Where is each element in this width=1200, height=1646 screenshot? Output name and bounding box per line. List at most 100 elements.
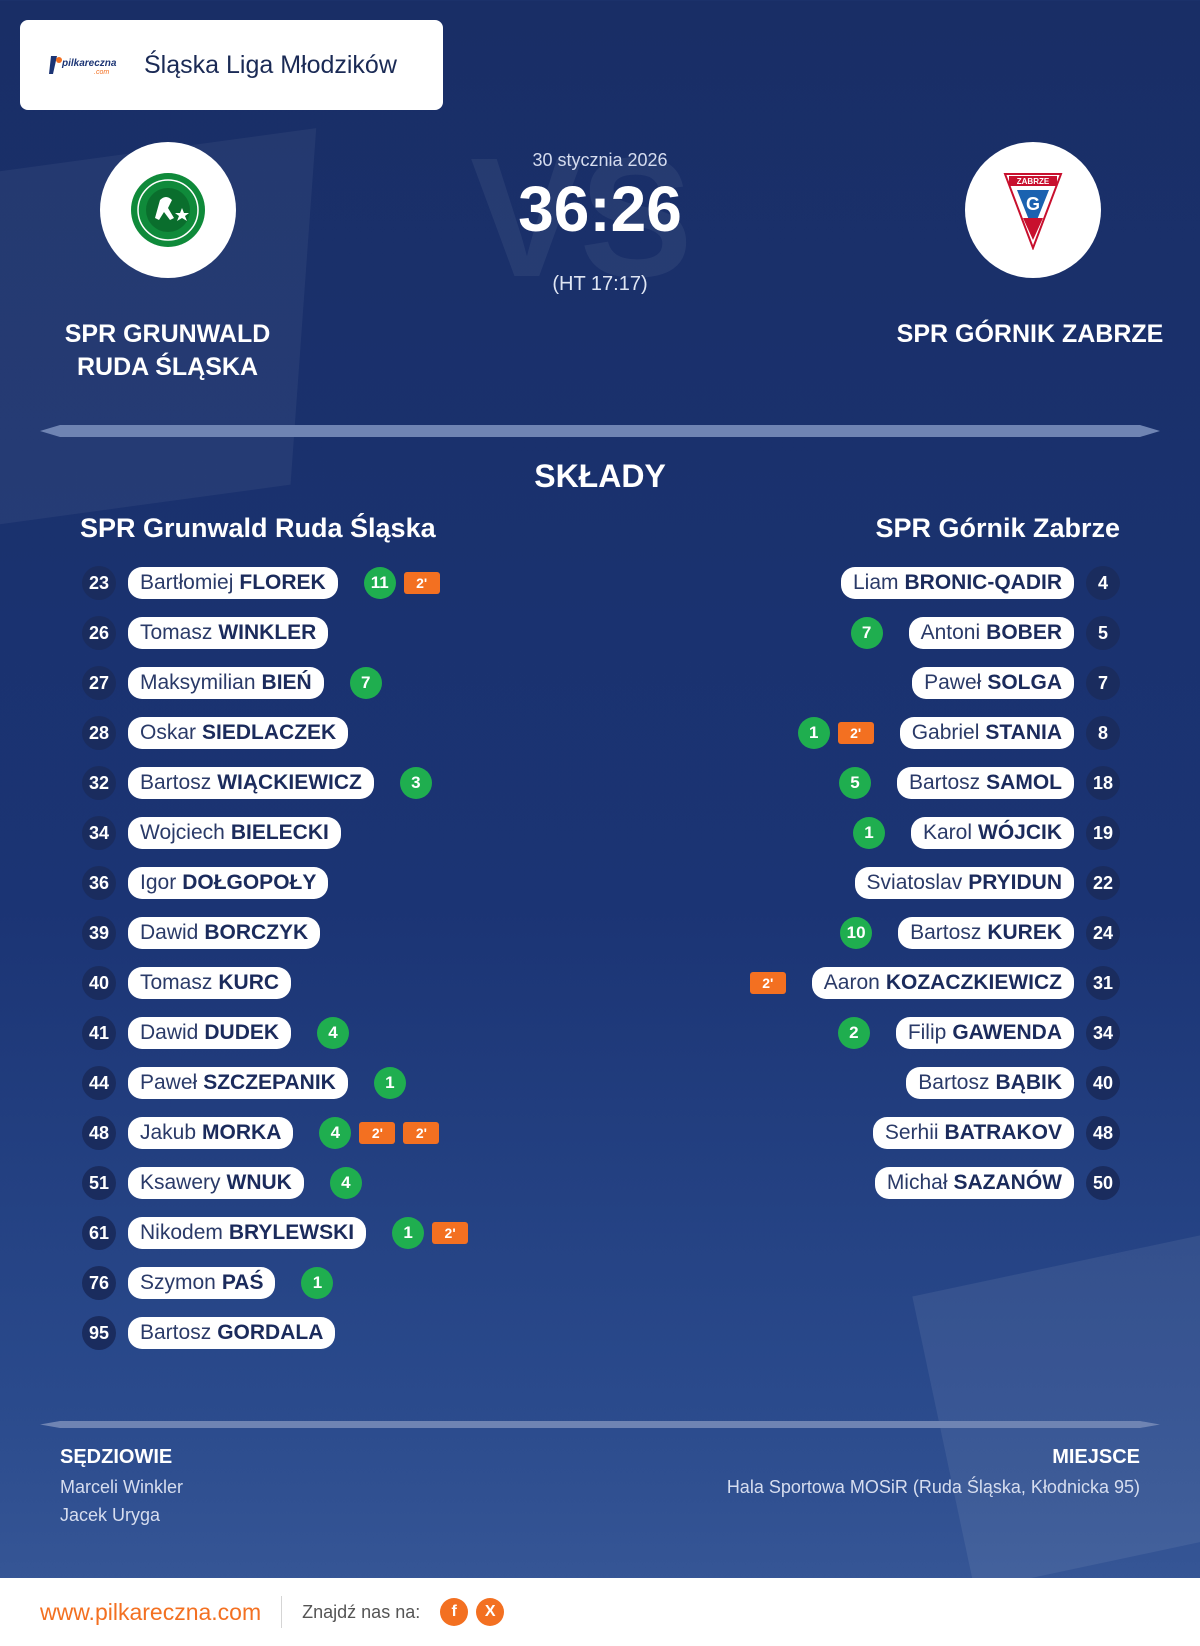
player-name[interactable]: Szymon PAŚ — [128, 1267, 276, 1299]
suspension-badge: 2' — [837, 722, 874, 744]
vs-watermark: VS — [470, 123, 693, 313]
player-name[interactable]: Ksawery WNUK — [128, 1167, 304, 1199]
player-name[interactable]: Tomasz KURC — [128, 967, 292, 999]
logo-swoosh-icon — [49, 56, 62, 74]
player-number: 48 — [1086, 1116, 1120, 1150]
goals-badge: 1 — [392, 1217, 425, 1249]
player-name[interactable]: Jakub MORKA — [128, 1117, 294, 1149]
player-first-name: Bartosz — [910, 921, 982, 944]
player-number: 44 — [82, 1066, 116, 1100]
player-number: 34 — [82, 816, 116, 850]
player-last-name: FLOREK — [239, 571, 326, 594]
player-last-name: BIEŃ — [261, 671, 312, 694]
player-name[interactable]: Bartosz WIĄCKIEWICZ — [128, 767, 374, 799]
player-name[interactable]: Dawid BORCZYK — [128, 917, 321, 949]
player-name[interactable]: Serhii BATRAKOV — [872, 1117, 1074, 1149]
x-icon[interactable]: X — [476, 1598, 505, 1626]
player-name[interactable]: Bartosz KUREK — [898, 917, 1074, 949]
referee-name: Jacek Uryga — [60, 1505, 161, 1525]
player-name[interactable]: Sviatoslav PRYIDUN — [854, 867, 1074, 899]
player-row: 10 Bartosz KUREK 24 — [746, 908, 1120, 958]
player-first-name: Dawid — [140, 921, 199, 944]
player-number: 26 — [82, 616, 116, 650]
player-number: 61 — [82, 1216, 116, 1250]
player-last-name: WÓJCIK — [978, 821, 1062, 844]
player-name[interactable]: Filip GAWENDA — [895, 1017, 1074, 1049]
away-player-list: Liam BRONIC-QADIR 4 7 Antoni BOBER 5 Paweł SOLGA… — [746, 558, 1120, 1208]
goals-badge: 4 — [317, 1017, 350, 1049]
player-first-name: Igor — [140, 871, 177, 894]
player-name[interactable]: Michał SAZANÓW — [874, 1167, 1074, 1199]
player-name[interactable]: Karol WÓJCIK — [910, 817, 1074, 849]
player-first-name: Bartosz — [918, 1071, 990, 1094]
player-stats: 5 — [835, 767, 875, 799]
player-row: 48 Jakub MORKA 4 2' 2' — [82, 1108, 472, 1158]
player-name[interactable]: Liam BRONIC-QADIR — [840, 567, 1074, 599]
player-first-name: Aaron — [823, 971, 880, 994]
player-number: 39 — [82, 916, 116, 950]
player-name[interactable]: Igor DOŁGOPOŁY — [128, 867, 329, 899]
facebook-icon[interactable]: f — [440, 1598, 469, 1626]
player-number: 95 — [82, 1316, 116, 1350]
player-last-name: SZCZEPANIK — [203, 1071, 336, 1094]
player-number: 28 — [82, 716, 116, 750]
player-number: 51 — [82, 1166, 116, 1200]
player-number: 76 — [82, 1266, 116, 1300]
section-divider — [40, 1421, 1160, 1428]
goals-badge: 1 — [852, 817, 885, 849]
match-score: 36:26 — [518, 173, 682, 245]
player-stats: 10 — [836, 917, 876, 949]
player-stats: 11 2' — [360, 567, 444, 599]
player-row: 2 Filip GAWENDA 34 — [746, 1008, 1120, 1058]
goals-badge: 2 — [837, 1017, 870, 1049]
player-name[interactable]: Wojciech BIELECKI — [128, 817, 341, 849]
player-name[interactable]: Paweł SOLGA — [912, 667, 1074, 699]
player-name[interactable]: Bartosz BĄBIK — [906, 1067, 1074, 1099]
player-name[interactable]: Aaron KOZACZKIEWICZ — [811, 967, 1074, 999]
player-name[interactable]: Bartosz GORDALA — [128, 1317, 336, 1349]
player-last-name: PAŚ — [221, 1271, 264, 1294]
player-first-name: Jakub — [140, 1121, 197, 1144]
player-number: 40 — [1086, 1066, 1120, 1100]
league-header: pilkareczna .com Śląska Liga Młodzików — [20, 20, 443, 110]
player-name[interactable]: Tomasz WINKLER — [128, 617, 329, 649]
player-row: 26 Tomasz WINKLER — [82, 608, 472, 658]
player-last-name: KOZACZKIEWICZ — [885, 971, 1062, 994]
section-divider — [40, 425, 1160, 437]
player-number: 8 — [1086, 716, 1120, 750]
goals-badge: 5 — [838, 767, 871, 799]
away-lineup-heading: SPR Górnik Zabrze — [875, 513, 1120, 543]
player-row: Paweł SOLGA 7 — [746, 658, 1120, 708]
player-name[interactable]: Dawid DUDEK — [128, 1017, 292, 1049]
pilkareczna-logo[interactable]: pilkareczna .com — [48, 50, 120, 80]
player-number: 31 — [1086, 966, 1120, 1000]
player-name[interactable]: Antoni BOBER — [908, 617, 1074, 649]
player-first-name: Dawid — [140, 1021, 199, 1044]
player-name[interactable]: Gabriel STANIA — [899, 717, 1074, 749]
suspension-badge: 2' — [403, 1122, 440, 1144]
player-name[interactable]: Bartosz SAMOL — [896, 767, 1074, 799]
player-row: 27 Maksymilian BIEŃ 7 — [82, 658, 472, 708]
player-last-name: WINKLER — [218, 621, 317, 644]
player-number: 41 — [82, 1016, 116, 1050]
player-last-name: BRONIC-QADIR — [904, 571, 1063, 594]
player-number: 4 — [1086, 566, 1120, 600]
player-first-name: Sviatoslav — [866, 871, 963, 894]
player-name[interactable]: Oskar SIEDLACZEK — [128, 717, 349, 749]
player-row: 41 Dawid DUDEK 4 — [82, 1008, 472, 1058]
player-row: 1 Karol WÓJCIK 19 — [746, 808, 1120, 858]
player-name[interactable]: Paweł SZCZEPANIK — [128, 1067, 348, 1099]
player-name[interactable]: Bartłomiej FLOREK — [128, 567, 338, 599]
player-stats: 3 — [396, 767, 436, 799]
player-stats: 7 — [346, 667, 386, 699]
player-name[interactable]: Maksymilian BIEŃ — [128, 667, 324, 699]
gornik-crest-icon: ZABRZE G — [1003, 173, 1063, 250]
goals-badge: 4 — [329, 1167, 362, 1199]
player-name[interactable]: Nikodem BRYLEWSKI — [128, 1217, 367, 1249]
website-link[interactable]: www.pilkareczna.com — [40, 1598, 262, 1625]
player-first-name: Liam — [852, 571, 899, 594]
match-date: 30 stycznia 2026 — [532, 150, 668, 170]
player-row: 2' Aaron KOZACZKIEWICZ 31 — [746, 958, 1120, 1008]
player-first-name: Ksawery — [140, 1171, 221, 1194]
player-first-name: Gabriel — [911, 721, 980, 744]
